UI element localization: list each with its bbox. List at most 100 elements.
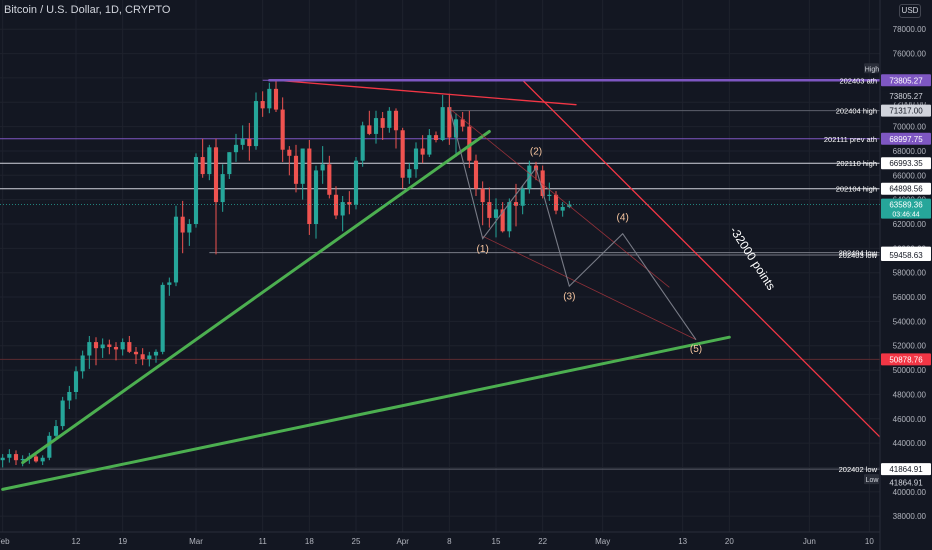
trendline[interactable] <box>1 335 731 491</box>
channel-line[interactable] <box>482 235 697 341</box>
candle <box>127 336 132 354</box>
channel-line[interactable] <box>449 108 670 288</box>
candle-body <box>560 206 565 211</box>
y-tick-label: 58000.00 <box>893 269 927 278</box>
y-tick-label: 76000.00 <box>893 50 927 59</box>
level-label: 202402 low <box>839 465 878 474</box>
candle <box>160 282 165 355</box>
trendlines[interactable] <box>1 79 882 491</box>
x-tick-label: 12 <box>72 537 81 546</box>
y-tick-label: 66000.00 <box>893 171 927 180</box>
candle <box>287 146 292 176</box>
x-tick-label: Mar <box>189 537 203 546</box>
candle-body <box>173 216 179 283</box>
candle-body <box>427 135 432 155</box>
level-price-tag: 59458.63 <box>889 251 923 260</box>
candle <box>293 144 299 193</box>
candle <box>93 337 99 366</box>
candle-body <box>147 355 152 360</box>
candle-body <box>520 188 525 206</box>
candle-body <box>140 354 145 360</box>
countdown-tag: 03:46:44 <box>892 212 919 219</box>
candle-body <box>320 164 325 171</box>
candle <box>327 155 332 199</box>
candle-body <box>467 126 472 161</box>
candle-body <box>93 342 99 349</box>
candle <box>513 183 519 227</box>
candle-body <box>340 202 345 216</box>
candle-body <box>547 194 552 196</box>
low-price-tag: 41864.91 <box>889 479 923 488</box>
trendline[interactable] <box>275 79 577 106</box>
candle-body <box>7 454 12 458</box>
y-tick-label: 54000.00 <box>893 317 927 326</box>
candle-body <box>87 342 92 356</box>
candle <box>207 144 212 181</box>
candle <box>367 110 372 136</box>
low-price-tag-bg <box>881 476 931 489</box>
level-price-tag: 73805.27 <box>889 76 923 85</box>
candle-body <box>240 138 245 145</box>
level-price-tag: 71317.00 <box>889 107 923 116</box>
level-price-tag: 50878.76 <box>889 355 923 364</box>
candle-body <box>540 170 545 196</box>
candle-body <box>53 426 59 436</box>
candle <box>227 152 232 179</box>
candle-body <box>360 125 365 161</box>
candle-body <box>493 209 499 218</box>
candle <box>267 82 272 114</box>
candle <box>133 346 139 364</box>
candle-body <box>200 157 205 175</box>
candle-body <box>440 107 445 140</box>
y-tick-label: 46000.00 <box>893 415 927 424</box>
candle-body <box>300 148 305 184</box>
candle <box>487 187 492 228</box>
candlestick-series <box>0 80 572 468</box>
high-price-tag-bg <box>881 90 931 103</box>
candle <box>120 338 125 356</box>
level-label: 202104 high <box>836 185 877 194</box>
level-price-tag-bg <box>881 353 931 366</box>
candle-body <box>327 164 332 195</box>
candle-body <box>447 107 452 138</box>
candle-body <box>313 170 319 224</box>
candle <box>260 91 265 117</box>
candle-body <box>373 118 379 134</box>
candle <box>47 432 52 461</box>
candle-body <box>400 130 405 178</box>
candle <box>7 449 12 463</box>
candle <box>440 94 445 142</box>
candle <box>213 138 219 255</box>
level-price-tag-bg <box>881 74 931 87</box>
trendline[interactable] <box>522 79 881 438</box>
candle-body <box>33 456 39 462</box>
candle-body <box>193 157 199 224</box>
candle-body <box>113 346 119 350</box>
x-tick-label: 25 <box>352 537 361 546</box>
candle-body <box>160 284 165 352</box>
candle <box>140 348 145 366</box>
level-price-tag-bg <box>881 182 931 195</box>
y-tick-label: 38000.00 <box>893 512 927 521</box>
currency-button[interactable]: USD <box>899 4 921 18</box>
candle-body <box>80 355 85 372</box>
candle <box>180 200 185 254</box>
candle <box>320 146 325 184</box>
current-price-tag: 63589.36 <box>889 201 923 210</box>
candle-body <box>253 101 259 147</box>
candle <box>347 191 352 215</box>
candle-body <box>227 152 232 175</box>
level-label: 202403 ath <box>839 76 877 85</box>
y-tick-label: 72000.00 <box>893 98 927 107</box>
candle <box>0 454 5 468</box>
candle <box>220 164 225 212</box>
y-tick-label: 48000.00 <box>893 390 927 399</box>
candle <box>467 110 472 168</box>
candle <box>447 93 452 145</box>
level-label: 202404 low <box>839 249 878 258</box>
x-tick-label: 10 <box>865 537 874 546</box>
wave-path[interactable] <box>448 106 697 341</box>
candle <box>100 338 105 358</box>
trendline[interactable] <box>21 129 491 465</box>
